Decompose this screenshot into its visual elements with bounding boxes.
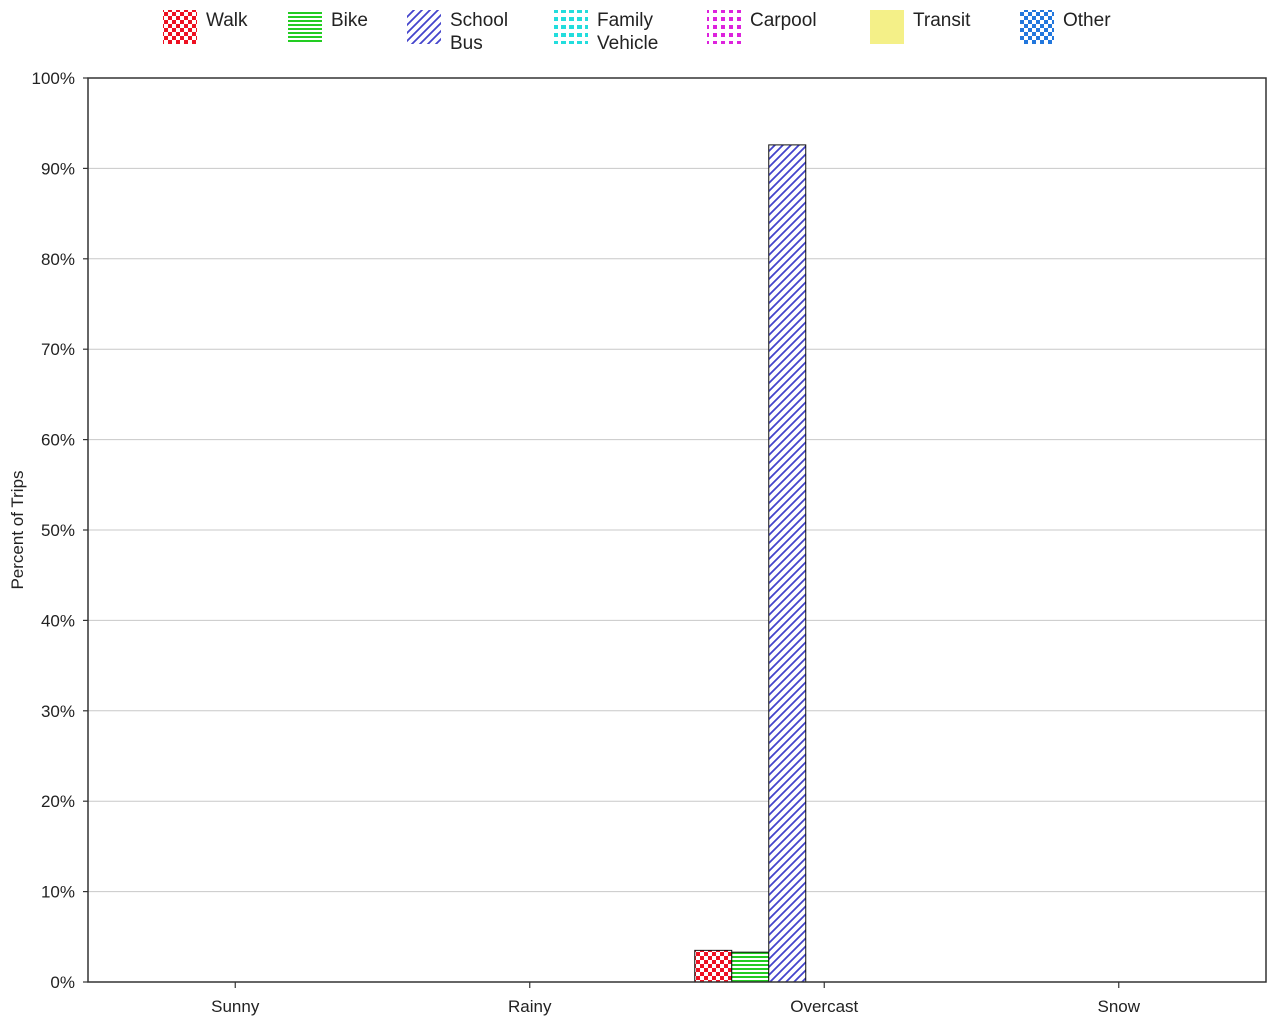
gridlines <box>88 167 1266 893</box>
bars <box>694 144 807 983</box>
legend-item-school-bus: School Bus <box>407 10 508 54</box>
legend-label: Carpool <box>750 10 817 31</box>
y-tick-label: 20% <box>41 792 75 811</box>
y-tick-label: 40% <box>41 611 75 630</box>
legend-swatch <box>554 10 588 44</box>
legend-swatch <box>288 10 322 44</box>
legend-item-carpool: Carpool <box>707 10 817 44</box>
legend-swatch <box>407 10 441 44</box>
legend-label: Walk <box>206 10 248 31</box>
legend: Walk Bike School Bus Family Vehicle Carpool Tra… <box>163 10 1111 54</box>
legend-item-bike: Bike <box>288 10 368 44</box>
y-axis: 0% 10% 20% 30% 40% 50% 60% 70% 80% 90% 100% <box>32 69 88 992</box>
legend-label: Bike <box>331 10 368 31</box>
bar-walk-overcast <box>694 949 733 983</box>
y-tick-label: 80% <box>41 250 75 269</box>
y-tick-label: 10% <box>41 883 75 902</box>
y-tick-label: 0% <box>50 973 75 992</box>
x-tick-label: Sunny <box>211 997 260 1016</box>
legend-swatch <box>870 10 904 44</box>
y-tick-label: 100% <box>32 69 75 88</box>
legend-label: Transit <box>913 10 971 31</box>
x-tick-label: Snow <box>1097 997 1140 1016</box>
legend-item-walk: Walk <box>163 10 248 44</box>
x-axis: Sunny Rainy Overcast Snow <box>211 982 1141 1016</box>
bar-school-bus-overcast <box>768 144 807 983</box>
legend-swatch <box>163 10 197 44</box>
legend-swatch <box>707 10 741 44</box>
y-axis-label: Percent of Trips <box>8 470 27 589</box>
y-tick-label: 60% <box>41 431 75 450</box>
y-tick-label: 50% <box>41 521 75 540</box>
legend-label: Family Vehicle <box>597 10 658 54</box>
x-tick-label: Rainy <box>508 997 552 1016</box>
legend-label: School Bus <box>450 10 508 54</box>
legend-item-transit: Transit <box>870 10 971 44</box>
y-tick-label: 30% <box>41 702 75 721</box>
y-tick-label: 70% <box>41 340 75 359</box>
legend-swatch <box>1020 10 1054 44</box>
y-tick-label: 90% <box>41 159 75 178</box>
bar-bike-overcast <box>731 951 770 983</box>
legend-label: Other <box>1063 10 1111 31</box>
x-tick-label: Overcast <box>790 997 858 1016</box>
legend-item-family-vehicle: Family Vehicle <box>554 10 658 54</box>
legend-item-other: Other <box>1020 10 1111 44</box>
